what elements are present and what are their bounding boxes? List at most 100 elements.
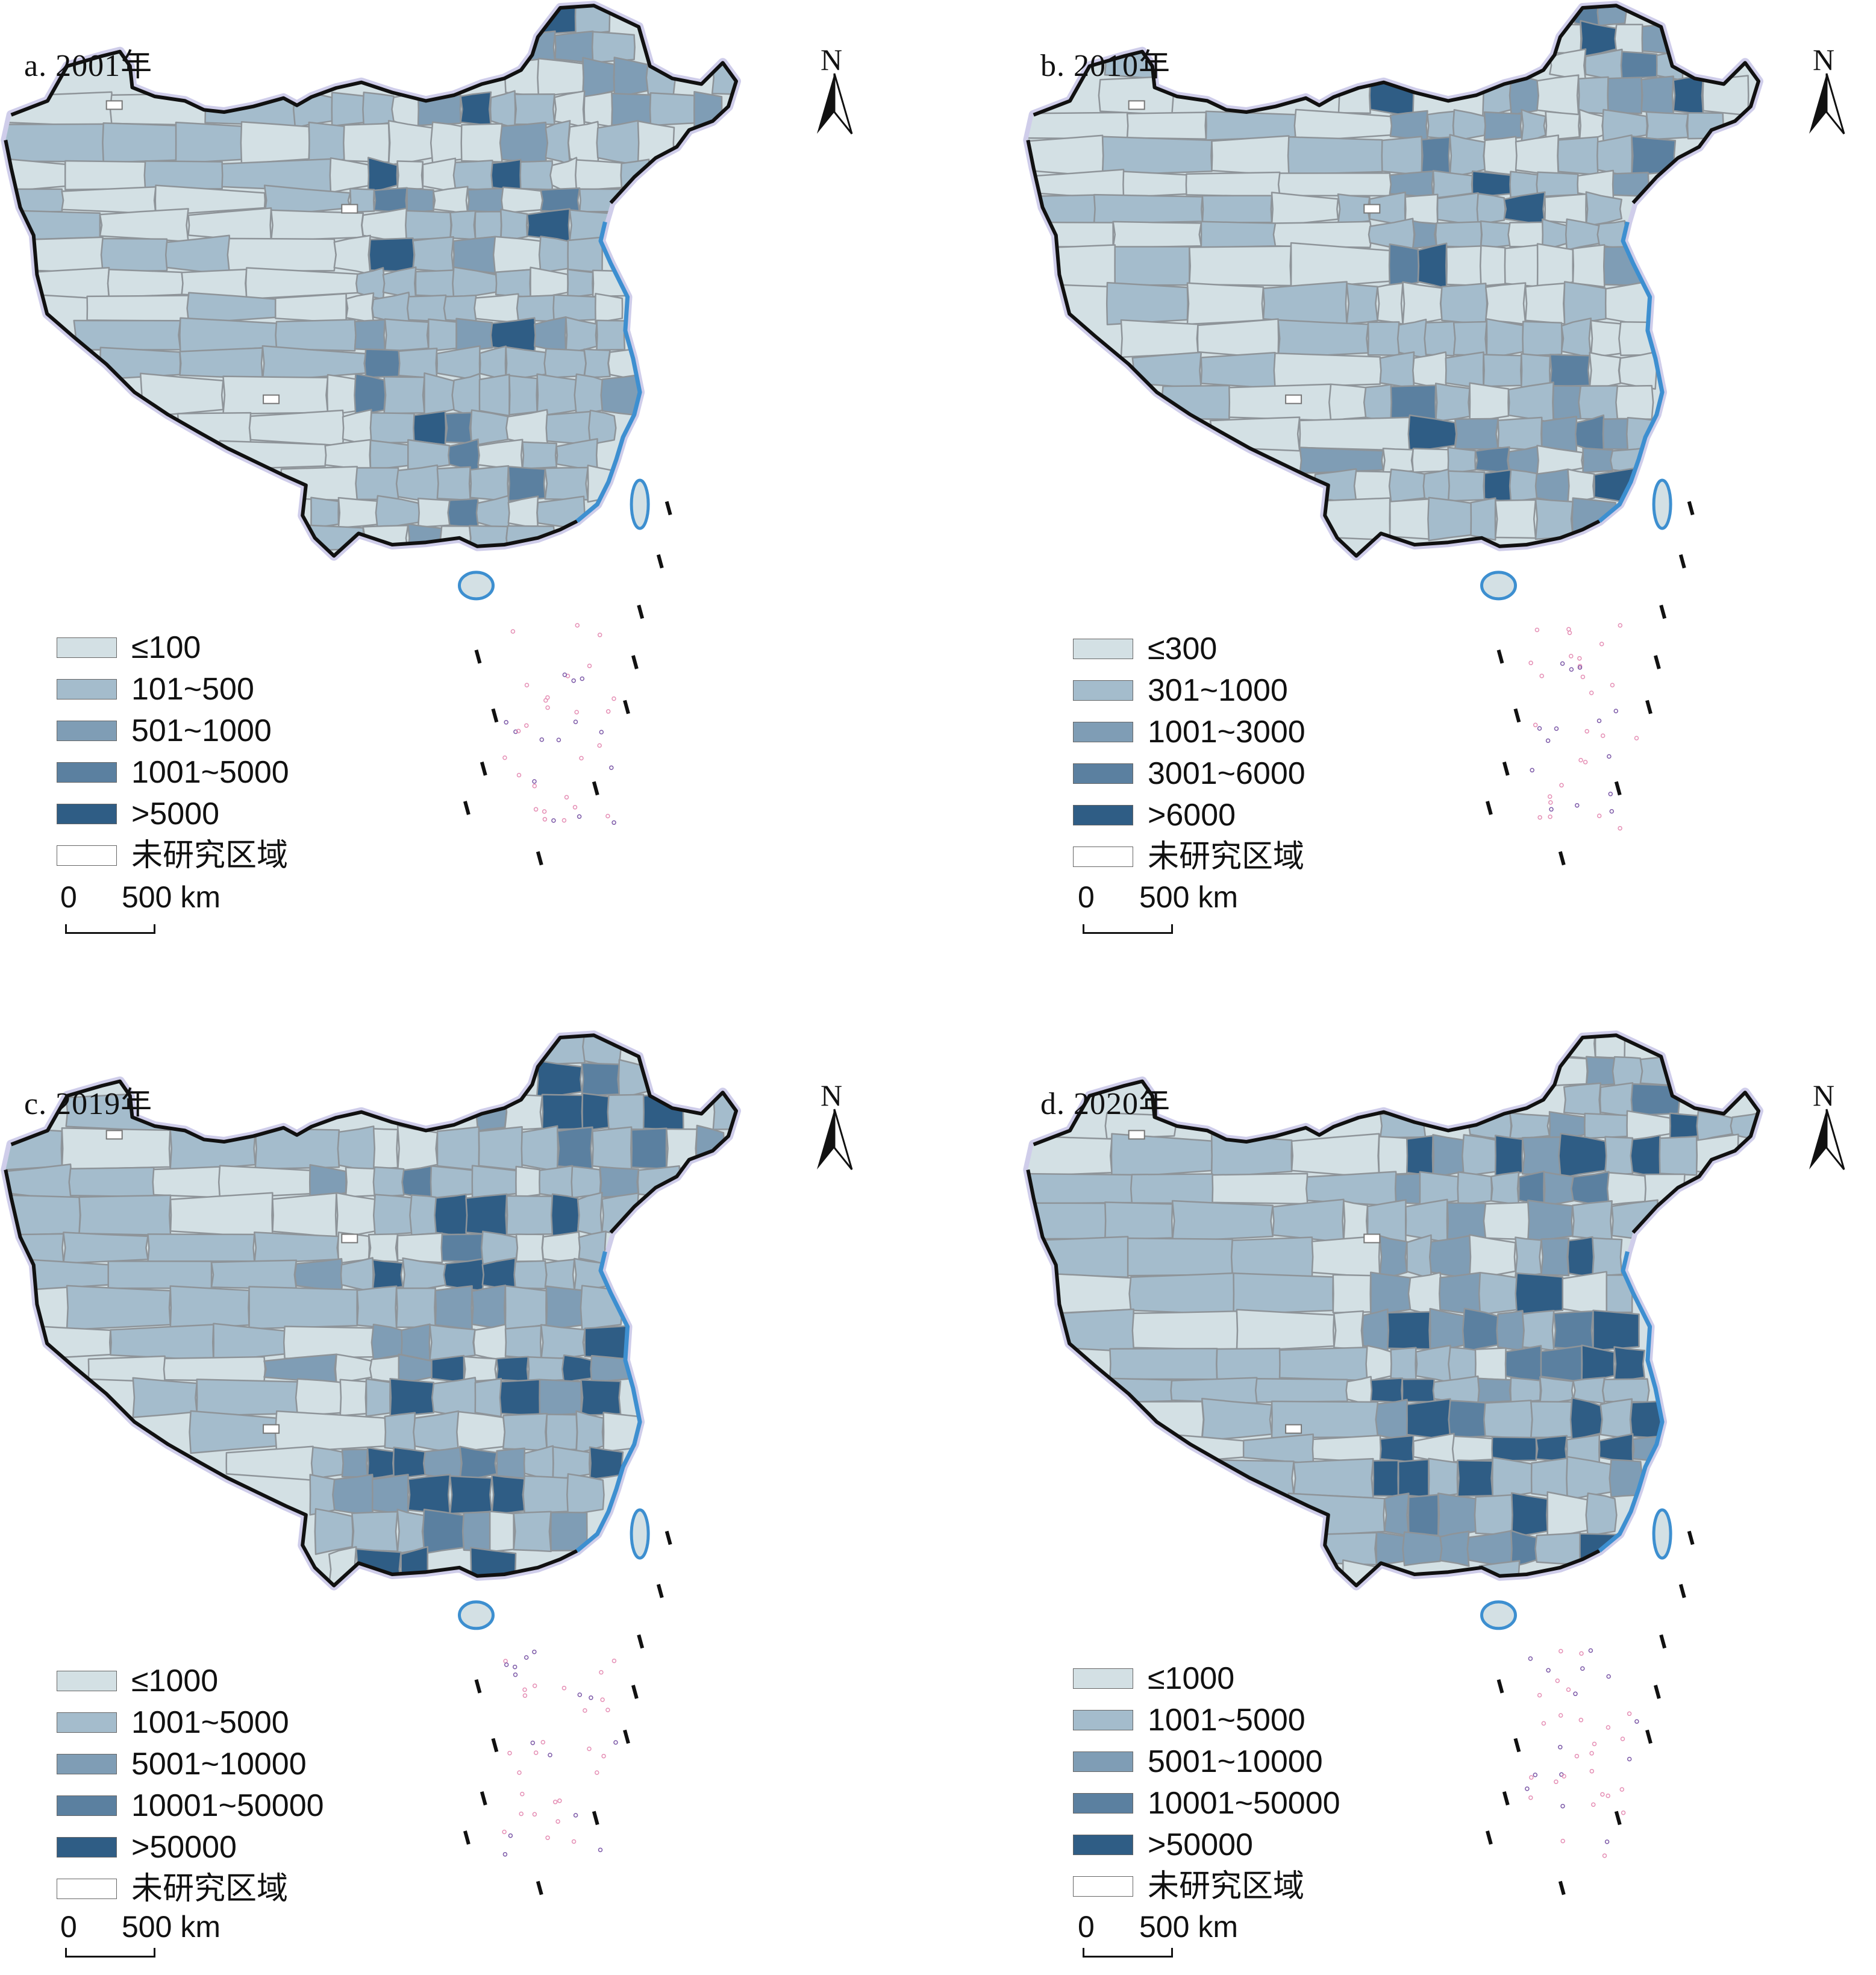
region-shape: [1189, 245, 1292, 287]
region-shape: [1553, 1310, 1594, 1351]
region-shape: [1446, 1202, 1487, 1240]
island-dot: [1569, 654, 1574, 659]
region-shape: [1474, 1347, 1507, 1381]
region-shape: [540, 187, 581, 214]
region-shape: [413, 410, 447, 446]
region-shape: [406, 294, 448, 322]
island-dot: [1608, 792, 1613, 797]
island-dot: [504, 1662, 509, 1667]
region-shape: [1378, 1136, 1409, 1176]
nine-dash-mark: [474, 1679, 482, 1694]
region-shape: [1427, 496, 1473, 542]
legend-swatch: [57, 678, 117, 700]
region-shape: [132, 1377, 198, 1418]
region-shape: [1185, 171, 1281, 198]
region-shape: [1615, 384, 1654, 421]
region-shape: [1201, 1397, 1273, 1442]
island-dot: [1589, 1751, 1594, 1756]
region-shape: [384, 1412, 416, 1453]
region-shape: [414, 269, 455, 298]
island-dot: [589, 1695, 593, 1700]
region-shape: [422, 1447, 463, 1480]
region-shape: [365, 1378, 391, 1417]
north-label: N: [1813, 43, 1835, 77]
region-shape: [139, 372, 224, 418]
region-shape: [1447, 470, 1486, 502]
legend-item: >50000: [57, 1826, 324, 1868]
region-shape: [1120, 319, 1199, 358]
region-shape: [1126, 111, 1207, 140]
region-shape: [469, 465, 510, 502]
region-shape: [1432, 1134, 1465, 1178]
region-shape: [1483, 1201, 1531, 1241]
region-shape: [5, 188, 64, 213]
region-shape: [519, 160, 554, 190]
region-shape: [1596, 220, 1628, 249]
region-shape: [1353, 470, 1394, 502]
region-shape: [326, 374, 357, 416]
region-shape: [1572, 1200, 1613, 1242]
region-shape: [372, 1128, 399, 1169]
region-shape: [1462, 1134, 1498, 1178]
unstudied-area: [105, 1130, 123, 1140]
region-shape: [66, 1285, 171, 1331]
island-dot: [1618, 623, 1623, 628]
island-dot: [1606, 1674, 1611, 1679]
panel-c: c. 2019年 N ≤1000 1001~5000 5001~10000 10…: [0, 988, 938, 1975]
region-shape: [407, 1474, 451, 1516]
region-shape: [1372, 1459, 1399, 1497]
island-dot: [599, 1670, 604, 1675]
region-shape: [545, 1285, 583, 1330]
region-shape: [274, 293, 347, 324]
region-shape: [1507, 381, 1554, 424]
region-shape: [401, 1165, 434, 1199]
legend-swatch: [1073, 1834, 1133, 1855]
region-shape: [384, 318, 430, 352]
region-shape: [1578, 385, 1621, 420]
region-shape: [1128, 1272, 1236, 1315]
region-shape: [1640, 75, 1674, 116]
land-border: [1026, 1169, 1601, 1588]
island-dot: [524, 683, 530, 687]
region-shape: [1028, 1271, 1134, 1316]
region-shape: [1486, 318, 1524, 359]
region-shape: [1447, 446, 1477, 474]
island-dot: [1583, 760, 1588, 765]
island-dot: [1549, 807, 1554, 812]
legend-label: 10001~50000: [131, 1788, 324, 1823]
hainan-island: [458, 571, 495, 601]
region-shape: [1449, 134, 1486, 178]
nine-dash-mark: [637, 1634, 645, 1649]
region-shape: [515, 1165, 541, 1199]
nine-dash-mark: [1687, 1530, 1695, 1545]
region-shape: [1457, 1459, 1493, 1497]
legend-label: 3001~6000: [1148, 756, 1305, 791]
region-shape: [1457, 1171, 1493, 1206]
region-shape: [460, 91, 492, 127]
region-shape: [345, 292, 375, 325]
region-shape: [514, 93, 555, 125]
island-dot: [573, 1813, 578, 1818]
island-dot: [1534, 627, 1540, 633]
region-shape: [1536, 243, 1574, 289]
region-shape: [592, 1126, 633, 1171]
island-dot: [1566, 1687, 1571, 1692]
coastline: [575, 221, 642, 523]
nine-dash-mark: [664, 501, 672, 516]
island-dot: [611, 696, 616, 701]
legend-item: >6000: [1073, 794, 1305, 836]
legend-swatch: [57, 845, 117, 866]
legend-swatch: [1073, 846, 1133, 867]
nine-dash-mark: [1486, 1830, 1493, 1845]
island-dot: [1580, 1666, 1585, 1671]
region-shape: [1233, 1272, 1334, 1315]
island-dot: [542, 809, 547, 814]
region-shape: [63, 1232, 149, 1264]
region-shape: [500, 208, 528, 242]
region-shape: [1254, 1378, 1349, 1403]
region-shape: [596, 319, 626, 351]
region-shape: [599, 1166, 640, 1198]
island-dot: [613, 1740, 618, 1745]
panel-title: d. 2020年: [1040, 1087, 1171, 1121]
island-dot: [1580, 674, 1586, 680]
